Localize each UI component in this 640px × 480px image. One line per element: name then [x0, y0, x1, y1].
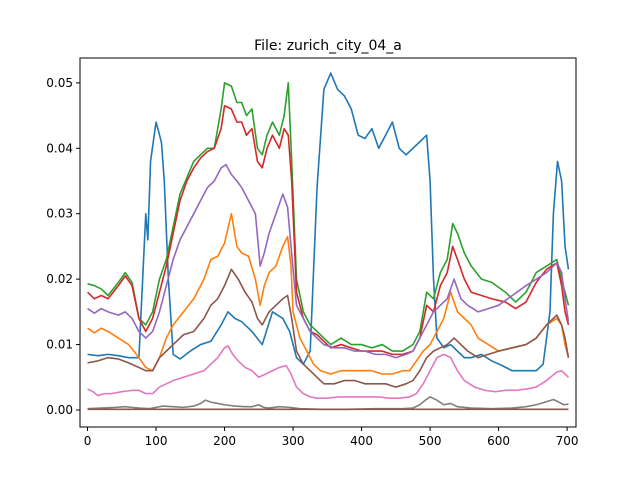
chart-title: File: zurich_city_04_a — [254, 38, 402, 54]
y-tick-label: 0.00 — [46, 403, 73, 417]
x-tick-label: 300 — [282, 434, 305, 448]
x-tick-label: 700 — [556, 434, 579, 448]
y-tick-label: 0.04 — [46, 141, 73, 155]
y-axis: 0.00 0.01 0.02 0.03 0.04 0.05 — [46, 76, 80, 417]
y-tick-label: 0.05 — [46, 76, 73, 90]
series-line-6 — [87, 268, 570, 388]
series-line-5 — [87, 163, 570, 359]
x-tick-label: 400 — [350, 434, 373, 448]
x-tick-label: 500 — [419, 434, 442, 448]
series-line-7 — [87, 345, 570, 400]
y-tick-label: 0.01 — [46, 338, 73, 352]
y-tick-label: 0.02 — [46, 272, 73, 286]
series-line-4 — [86, 104, 570, 356]
axes-frame — [79, 57, 577, 428]
plot-area — [86, 72, 570, 411]
x-axis: 0 100 200 300 400 500 600 700 — [84, 427, 579, 448]
x-tick-label: 100 — [145, 434, 168, 448]
y-tick-label: 0.03 — [46, 207, 73, 221]
x-tick-label: 0 — [84, 434, 92, 448]
series-line-2 — [87, 212, 570, 375]
x-tick-label: 200 — [213, 434, 236, 448]
series-line-1 — [87, 72, 570, 372]
x-tick-label: 600 — [487, 434, 510, 448]
